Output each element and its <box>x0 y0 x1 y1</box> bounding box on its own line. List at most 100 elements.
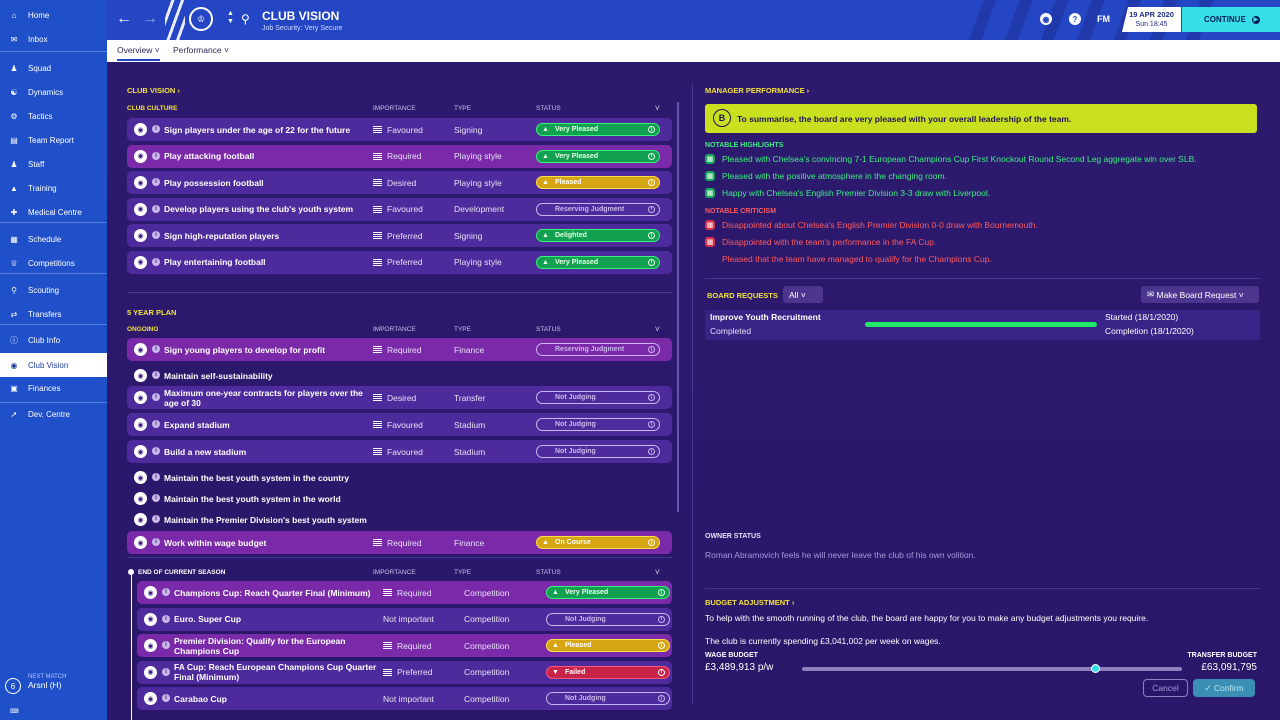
request-filter-dropdown[interactable]: All ˅ <box>783 286 823 303</box>
info-icon[interactable]: i <box>162 641 170 649</box>
status-badge[interactable]: Reserving Judgment i <box>536 343 660 356</box>
sidebar-item-transfers[interactable]: ⇄ Transfers <box>0 302 107 326</box>
sidebar-item-competitions[interactable]: ♕ Competitions <box>0 251 107 275</box>
status-badge[interactable]: ▲ Pleased i <box>536 176 660 189</box>
vision-row[interactable]: ◉ i Play attacking football Required Playing… <box>127 144 672 168</box>
vision-row[interactable]: ◉ i Sign players under the age of 22 for t… <box>127 118 672 141</box>
info-icon[interactable]: i <box>162 694 170 702</box>
vision-row[interactable]: ◉ i Premier Division: Qualify for the Euro… <box>137 634 672 657</box>
criticism-item[interactable]: ▦ Disappointed about Chelsea's English Pr… <box>705 220 1038 230</box>
info-icon[interactable]: i <box>162 588 170 596</box>
continue-button[interactable]: CONTINUE ▶ <box>1182 7 1280 32</box>
status-badge[interactable]: ▼ Failed i <box>546 665 670 679</box>
sidebar-item-club-info[interactable]: ⓘ Club Info <box>0 328 107 352</box>
cancel-button[interactable]: Cancel <box>1143 679 1188 697</box>
highlight-item[interactable]: ▦ Pleased with the positive atmosphere in… <box>705 171 947 181</box>
info-icon[interactable]: i <box>152 231 160 239</box>
status-badge[interactable]: Not Judging i <box>546 692 670 705</box>
sidebar-item-scouting[interactable]: ⚲ Scouting <box>0 278 107 302</box>
info-icon[interactable]: i <box>162 667 170 676</box>
vision-row[interactable]: ◉ i Play possession football Desired Playing… <box>127 171 672 194</box>
info-icon[interactable]: i <box>152 204 160 213</box>
status-badge[interactable]: Reserving Judgment i <box>536 202 660 216</box>
vision-row[interactable]: ◉ i Play entertaining football Preferred Pla… <box>127 250 672 274</box>
info-icon[interactable]: i <box>152 257 160 266</box>
vision-row[interactable]: ◉ i FA Cup: Reach European Champions Cup Q… <box>137 660 672 684</box>
status-badge[interactable]: ▲ Very Pleased i <box>536 123 660 136</box>
search-icon[interactable]: ⚲ <box>241 12 250 26</box>
info-icon[interactable]: i <box>152 151 160 160</box>
info-icon[interactable]: i <box>152 447 160 455</box>
next-match[interactable]: 6 NEXT MATCH Arsnl (H) ⌨ <box>0 670 107 720</box>
help-icon[interactable]: ? <box>1069 13 1081 25</box>
budget-slider-handle[interactable] <box>1090 664 1100 673</box>
info-icon[interactable]: i <box>152 515 160 523</box>
vision-row[interactable]: ◉ i Work within wage budget Required Finance… <box>127 531 672 554</box>
info-icon[interactable]: i <box>152 371 160 379</box>
info-icon[interactable]: i <box>152 473 160 481</box>
sidebar-item-club-vision[interactable]: ◉ Club Vision <box>0 353 107 377</box>
vision-row[interactable]: ◉ i Carabao Cup Not important Competition Not… <box>137 687 672 710</box>
vision-row[interactable]: ◉ i Maintain the Premier Division's best y… <box>127 508 672 531</box>
sidebar-item-finances[interactable]: ▣ Finances <box>0 376 107 400</box>
status-badge[interactable]: Not Judging i <box>536 445 660 458</box>
status-badge[interactable]: ▲ Very Pleased i <box>546 586 670 599</box>
info-icon[interactable]: i <box>152 538 160 546</box>
status-badge[interactable]: ▲ Pleased i <box>546 639 670 652</box>
vision-row[interactable]: ◉ i Maximum one-year contracts for players… <box>127 386 672 409</box>
fm-menu[interactable]: FM <box>1097 14 1110 24</box>
criticism-item[interactable]: ▦ Disappointed with the team's performanc… <box>705 237 937 247</box>
sidebar-item-inbox[interactable]: ✉ Inbox <box>0 27 107 51</box>
tab-performance[interactable]: Performance ˅ <box>173 45 229 55</box>
sidebar-item-dynamics[interactable]: ☯ Dynamics <box>0 80 107 104</box>
confirm-button[interactable]: ✓ Confirm <box>1193 679 1255 697</box>
criticism-item[interactable]: Pleased that the team have managed to qu… <box>722 254 992 264</box>
sidebar-item-training[interactable]: ▲ Training <box>0 176 107 200</box>
world-icon[interactable]: ◉ <box>1040 13 1052 25</box>
collapse-chevron-icon[interactable]: ˅ <box>654 567 660 577</box>
vision-row[interactable]: ◉ i Maintain self-sustainability <box>127 364 672 387</box>
manager-performance-title[interactable]: MANAGER PERFORMANCE › <box>705 86 810 95</box>
highlight-item[interactable]: ▦ Pleased with Chelsea's convincing 7-1 E… <box>705 154 1197 164</box>
budget-slider[interactable] <box>802 664 1182 673</box>
status-badge[interactable]: ▲ Very Pleased i <box>536 149 660 163</box>
vision-row[interactable]: ◉ i Sign high-reputation players Preferred S… <box>127 224 672 247</box>
board-request-row[interactable]: Improve Youth Recruitment Completed Star… <box>705 310 1260 340</box>
vision-row[interactable]: ◉ i Maintain the best youth system in the … <box>127 487 672 510</box>
status-badge[interactable]: ▲ Very Pleased i <box>536 255 660 269</box>
status-badge[interactable]: Not Judging i <box>536 418 660 431</box>
sidebar-item-schedule[interactable]: ▦ Schedule <box>0 227 107 251</box>
sidebar-item-dev-centre[interactable]: ➚ Dev. Centre <box>0 402 107 426</box>
sidebar-item-squad[interactable]: ♟ Squad <box>0 56 107 80</box>
status-badge[interactable]: ▲ Delighted i <box>536 229 660 242</box>
sidebar-item-team-report[interactable]: ▤ Team Report <box>0 128 107 152</box>
info-icon[interactable]: i <box>152 420 160 428</box>
budget-adjustment-title[interactable]: BUDGET ADJUSTMENT › <box>705 598 795 607</box>
club-vision-title[interactable]: CLUB VISION › <box>127 86 180 95</box>
forward-arrow-icon[interactable]: → <box>142 10 158 27</box>
sidebar-item-medical-centre[interactable]: ✚ Medical Centre <box>0 200 107 224</box>
make-board-request-button[interactable]: ✉ Make Board Request ˅ <box>1141 286 1259 303</box>
vision-row[interactable]: ◉ i Build a new stadium Favoured Stadium Not … <box>127 440 672 463</box>
info-icon[interactable]: i <box>162 614 170 623</box>
vision-row[interactable]: ◉ i Maintain the best youth system in the … <box>127 466 672 489</box>
back-arrow-icon[interactable]: ← <box>116 10 132 27</box>
info-icon[interactable]: i <box>152 345 160 353</box>
tab-overview[interactable]: Overview ˅ <box>117 45 160 61</box>
collapse-chevron-icon[interactable]: ˅ <box>654 103 660 113</box>
vision-row[interactable]: ◉ i Sign young players to develop for prof… <box>127 338 672 361</box>
highlight-item[interactable]: ▦ Happy with Chelsea's English Premier Di… <box>705 188 991 198</box>
sidebar-item-tactics[interactable]: ⚙ Tactics <box>0 104 107 128</box>
sidebar-item-home[interactable]: ⌂ Home <box>0 3 107 27</box>
sidebar-item-staff[interactable]: ♟ Staff <box>0 152 107 176</box>
status-badge[interactable]: Not Judging i <box>536 391 660 404</box>
vision-row[interactable]: ◉ i Champions Cup: Reach Quarter Final (Mi… <box>137 581 672 604</box>
vision-row[interactable]: ◉ i Develop players using the club's youth… <box>127 197 672 221</box>
collapse-chevron-icon[interactable]: ˅ <box>654 324 660 334</box>
scrollbar[interactable] <box>677 102 679 512</box>
status-badge[interactable]: Not Judging i <box>546 612 670 626</box>
vision-row[interactable]: ◉ i Euro. Super Cup Not important Competitio… <box>137 607 672 631</box>
info-icon[interactable]: i <box>152 125 160 133</box>
info-icon[interactable]: i <box>152 393 160 401</box>
info-icon[interactable]: i <box>152 178 160 186</box>
